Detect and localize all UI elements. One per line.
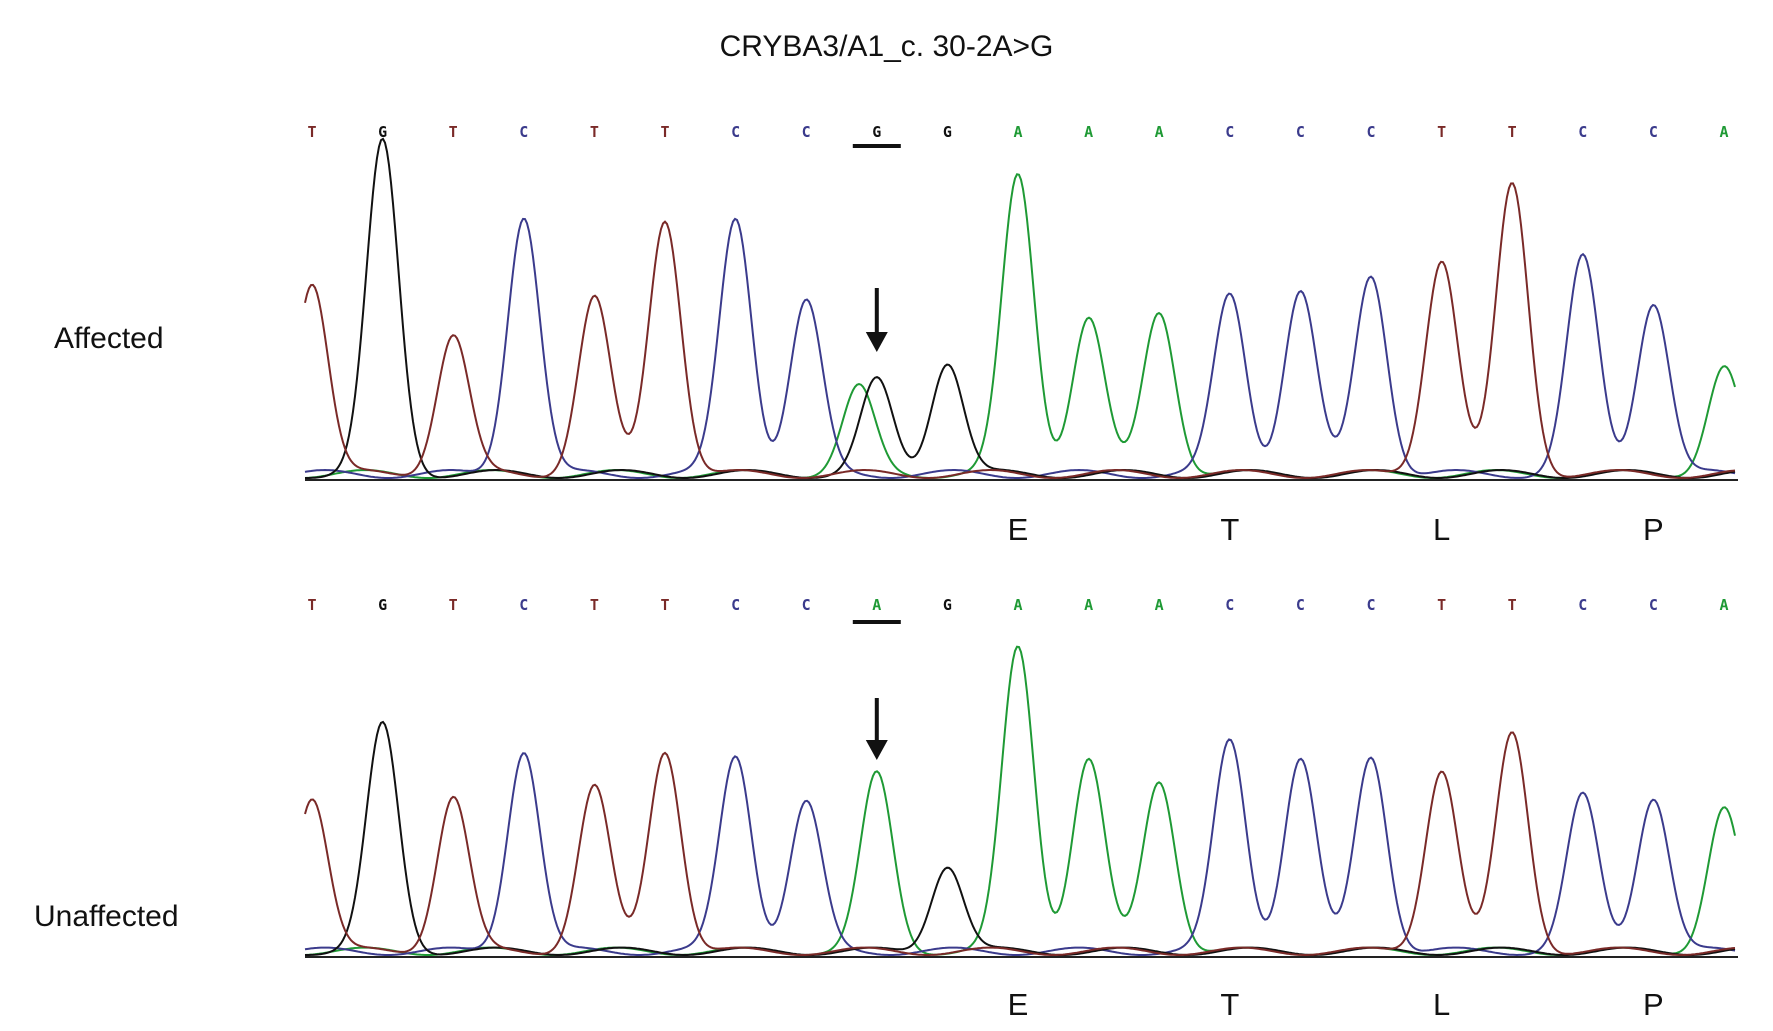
base-call-letter: C xyxy=(802,123,811,141)
base-call-letter: T xyxy=(660,123,669,141)
base-call-letter: C xyxy=(1366,123,1375,141)
base-call-letter: T xyxy=(449,596,458,614)
base-call-letter: T xyxy=(660,596,669,614)
base-call-letter: A xyxy=(1155,123,1164,141)
base-call-letter: C xyxy=(802,596,811,614)
trace-g xyxy=(305,137,1736,479)
base-call-letter: C xyxy=(519,596,528,614)
mutation-arrow-head xyxy=(865,740,888,760)
amino-acid-label: P xyxy=(1643,512,1664,547)
base-call-letter: T xyxy=(307,596,316,614)
panel-label-unaffected: Unaffected xyxy=(34,900,179,933)
base-call-letter: T xyxy=(1437,123,1446,141)
base-call-letter: A xyxy=(1084,596,1093,614)
base-call-letter: T xyxy=(590,596,599,614)
panel-label-affected: Affected xyxy=(54,322,164,355)
base-call-letter: C xyxy=(1296,596,1305,614)
mutation-arrow-head xyxy=(865,332,888,352)
trace-t xyxy=(304,731,1736,956)
base-call-letter: C xyxy=(731,123,740,141)
base-call-letter: T xyxy=(1508,123,1517,141)
amino-acid-label: E xyxy=(1008,512,1029,547)
amino-acid-label: T xyxy=(1220,512,1239,547)
trace-c xyxy=(304,217,1736,479)
base-call-letter: C xyxy=(1225,596,1234,614)
base-call-letter: T xyxy=(1437,596,1446,614)
base-call-letter: C xyxy=(1649,596,1658,614)
base-call-letter: C xyxy=(519,123,528,141)
trace-t xyxy=(304,182,1736,479)
base-call-letter: C xyxy=(731,596,740,614)
base-call-letter: G xyxy=(943,596,952,614)
base-call-letter: C xyxy=(1578,596,1587,614)
base-call-letter: A xyxy=(872,596,881,614)
amino-acid-label: L xyxy=(1433,987,1450,1022)
trace-a xyxy=(304,645,1736,956)
base-call-letter: G xyxy=(872,123,881,141)
base-call-letter: G xyxy=(943,123,952,141)
amino-acid-label: T xyxy=(1220,987,1239,1022)
base-call-letter: A xyxy=(1013,123,1022,141)
base-call-letter: C xyxy=(1225,123,1234,141)
base-call-letter: T xyxy=(307,123,316,141)
base-call-letter: C xyxy=(1296,123,1305,141)
base-call-letter: A xyxy=(1719,123,1728,141)
amino-acid-label: L xyxy=(1433,512,1450,547)
base-call-letter: A xyxy=(1155,596,1164,614)
base-call-letter: C xyxy=(1649,123,1658,141)
base-call-letter: G xyxy=(378,596,387,614)
base-call-letter: A xyxy=(1084,123,1093,141)
amino-acid-label: P xyxy=(1643,987,1664,1022)
amino-acid-label: E xyxy=(1008,987,1029,1022)
base-call-letter: C xyxy=(1578,123,1587,141)
figure-title: CRYBA3/A1_c. 30-2A>G xyxy=(719,30,1054,63)
base-call-letter: A xyxy=(1013,596,1022,614)
base-call-letter: G xyxy=(378,123,387,141)
base-call-letter: T xyxy=(590,123,599,141)
base-call-letter: T xyxy=(1508,596,1517,614)
base-call-letter: A xyxy=(1719,596,1728,614)
base-call-letter: T xyxy=(449,123,458,141)
trace-c xyxy=(304,738,1736,957)
base-call-letter: C xyxy=(1366,596,1375,614)
